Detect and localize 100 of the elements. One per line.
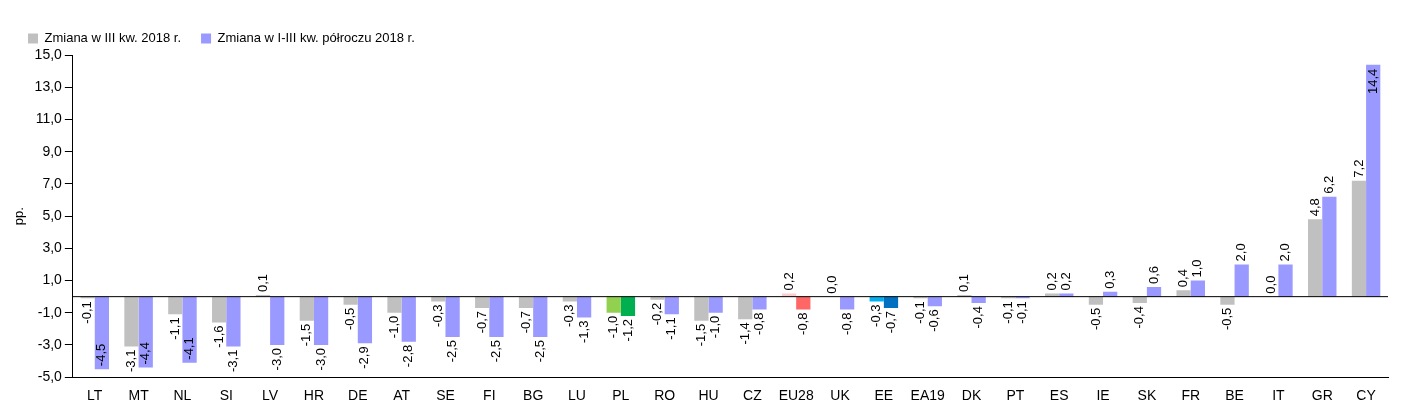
data-label: -0,3 [561,304,577,327]
x-tick-label: NL [173,387,192,404]
data-label: -0,8 [794,312,810,335]
x-tick-label: UK [830,387,851,404]
y-tick-label: 5,0 [42,206,63,223]
data-label: 14,4 [1364,68,1380,94]
y-tick-label: 9,0 [42,142,63,159]
x-tick-label: MT [128,387,150,404]
y-tick-label: 11,0 [35,110,63,127]
data-label: -1,1 [663,317,679,340]
data-label: 0,4 [1175,269,1191,288]
x-tick-label: LT [87,387,103,404]
data-label: -1,0 [605,315,621,339]
x-tick-label: EA19 [910,387,946,404]
data-label: -2,5 [444,339,460,363]
x-tick-label: CY [1356,387,1377,404]
data-label: -2,9 [356,346,372,369]
data-label: 0,6 [1145,265,1161,284]
x-tick-label: IE [1096,387,1110,404]
x-tick-label: DE [348,387,368,404]
x-tick-label: FR [1181,387,1201,404]
data-label: -0,3 [868,304,884,327]
data-label: -0,7 [473,310,489,334]
data-label: -2,5 [488,339,504,363]
y-tick-label: -1,0 [37,303,63,320]
x-tick-label: PT [1006,387,1025,404]
data-label: -1,1 [166,317,182,340]
x-tick-label: ES [1049,387,1069,404]
data-label: -3,0 [268,347,284,371]
x-tick-label: LV [262,387,279,404]
data-label: 0,0 [1262,275,1278,294]
data-label: -2,8 [400,344,416,368]
data-label: -0,1 [912,301,928,324]
x-tick-label: FI [483,387,496,404]
data-label: -4,1 [181,337,197,360]
x-tick-label: AT [393,387,411,404]
x-tick-label: BE [1225,387,1244,404]
data-label: -2,5 [531,339,547,363]
data-label: -4,5 [93,343,109,367]
data-label: 7,2 [1350,159,1366,178]
y-axis-title: pp. [11,207,27,226]
y-tick-label: 7,0 [42,174,63,191]
x-tick-label: PL [612,387,630,404]
data-label: -1,2 [619,318,635,342]
data-label: -0,7 [882,310,898,334]
data-label: -1,6 [210,325,226,348]
x-tick-label: EU28 [778,387,814,404]
data-label: 4,8 [1306,198,1322,217]
x-tick-label: EE [874,387,894,404]
x-tick-label: LU [568,387,586,404]
data-label: -0,4 [1131,306,1147,329]
x-tick-label: SK [1137,387,1157,404]
data-label: 0,1 [254,273,270,293]
data-label: -1,5 [298,323,314,347]
data-label: -1,0 [707,315,723,339]
data-label: -0,7 [517,310,533,334]
data-label: 2,0 [1277,243,1293,262]
data-label: -0,5 [1219,307,1235,331]
x-tick-label: HR [303,387,325,404]
x-tick-label: DK [961,387,982,404]
data-label: -0,8 [838,312,854,335]
data-label: -3,1 [224,349,240,372]
x-tick-label: IT [1272,387,1286,404]
data-label: -0,1 [1014,301,1030,324]
data-label: -0,1 [79,301,95,324]
data-label: 0,2 [1057,272,1073,291]
x-tick-label: SI [219,387,233,404]
data-label: -4,4 [137,342,153,365]
data-label: 0,2 [1043,272,1059,291]
x-tick-label: BG [523,387,544,404]
y-tick-label: 3,0 [42,239,63,256]
data-label: -0,5 [342,307,358,331]
data-label: -0,4 [970,306,986,329]
x-tick-label: RO [654,387,676,404]
data-label: 2,0 [1233,243,1249,262]
data-label: -0,3 [429,304,445,327]
data-label: -1,3 [575,320,591,343]
data-label: 0,0 [824,275,840,294]
data-label: 0,2 [780,272,796,291]
y-tick-label: 15,0 [34,45,63,62]
data-label: 0,3 [1101,270,1117,289]
data-label: 0,1 [955,273,971,293]
y-tick-label: -3,0 [37,335,63,352]
x-tick-label: GR [1311,387,1333,404]
data-label: -0,1 [999,301,1015,324]
x-tick-label: HU [698,387,719,404]
data-label: -3,0 [312,347,328,371]
x-tick-label: SE [436,387,455,404]
legend-label: Zmiana w III kw. 2018 r. [44,30,182,46]
legend-label: Zmiana w I-III kw. półroczu 2018 r. [217,30,415,46]
data-label: -1,5 [692,323,708,347]
data-label: 1,0 [1189,259,1205,278]
data-label: -0,5 [1087,307,1103,331]
data-label: -3,1 [123,349,139,372]
data-label: -1,0 [386,315,402,339]
data-label: -0,8 [751,312,767,335]
data-label: -0,6 [926,309,942,332]
data-label: -0,2 [649,302,665,326]
y-tick-label: 1,0 [42,271,63,288]
y-tick-label: -5,0 [37,368,63,385]
